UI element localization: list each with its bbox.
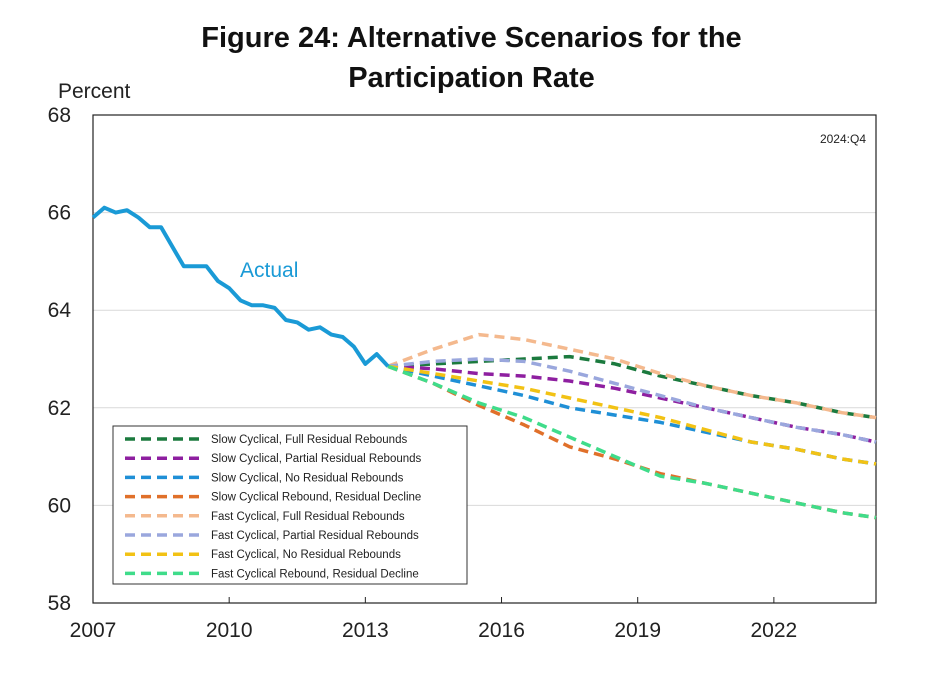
actual-line-group <box>91 205 390 368</box>
y-tick-label-68: 68 <box>48 104 71 127</box>
legend: Slow Cyclical, Full Residual Rebounds Slo… <box>112 425 468 585</box>
legend-box <box>112 425 468 585</box>
scenario-line-5 <box>387 332 877 420</box>
scenario-line-1 <box>387 354 877 420</box>
x-tick-label-2010: 2010 <box>206 619 253 642</box>
actual-series-label: Actual <box>240 259 298 282</box>
y-tick-label-60: 60 <box>48 494 71 517</box>
y-tick-label-66: 66 <box>48 202 71 225</box>
scenario-line-8 <box>387 364 877 520</box>
scenario-line-7 <box>387 364 877 466</box>
scenario-line-6 <box>387 357 877 444</box>
y-tick-label-62: 62 <box>48 397 71 420</box>
legend-label-2: Slow Cyclical, Partial Residual Rebounds <box>211 453 422 465</box>
actual-line <box>91 205 390 368</box>
scenario-lines <box>387 332 877 520</box>
chart-title-line2: Participation Rate <box>348 62 595 94</box>
x-tick-label-2022: 2022 <box>751 619 798 642</box>
plot-area-frame <box>92 114 877 604</box>
x-tick-label-2019: 2019 <box>614 619 661 642</box>
legend-label-1: Slow Cyclical, Full Residual Rebounds <box>211 434 407 446</box>
legend-label-7: Fast Cyclical, No Residual Rebounds <box>211 549 401 561</box>
date-annotation: 2024:Q4 <box>820 132 866 146</box>
legend-label-8: Fast Cyclical Rebound, Residual Decline <box>211 568 419 580</box>
legend-label-5: Fast Cyclical, Full Residual Rebounds <box>211 511 405 523</box>
legend-label-6: Fast Cyclical, Partial Residual Rebounds <box>211 530 419 542</box>
legend-label-4: Slow Cyclical Rebound, Residual Decline <box>211 492 421 504</box>
x-tick-label-2013: 2013 <box>342 619 389 642</box>
chart-title: Figure 24: Alternative Scenarios for the… <box>0 18 943 98</box>
y-tick-label-64: 64 <box>48 299 72 322</box>
x-tick-label-2007: 2007 <box>70 619 117 642</box>
y-axis-label: Percent <box>58 80 131 103</box>
x-axis-ticks: 2007 2010 2013 2016 2019 2022 <box>70 597 798 642</box>
legend-label-3: Slow Cyclical, No Residual Rebounds <box>211 472 404 484</box>
y-tick-label-58: 58 <box>48 592 71 615</box>
x-tick-label-2016: 2016 <box>478 619 525 642</box>
y-axis-ticks: 58 60 62 64 66 68 <box>48 104 72 615</box>
chart-title-line1: Figure 24: Alternative Scenarios for the <box>201 22 742 54</box>
